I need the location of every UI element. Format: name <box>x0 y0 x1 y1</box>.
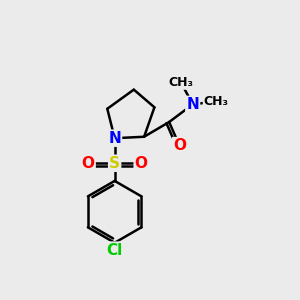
Text: N: N <box>186 97 199 112</box>
Text: O: O <box>82 156 95 171</box>
Text: O: O <box>173 138 186 153</box>
Text: S: S <box>109 156 120 171</box>
Text: O: O <box>135 156 148 171</box>
Text: Cl: Cl <box>106 243 123 258</box>
Text: CH₃: CH₃ <box>168 76 194 89</box>
Text: CH₃: CH₃ <box>204 95 229 108</box>
Text: N: N <box>108 131 121 146</box>
